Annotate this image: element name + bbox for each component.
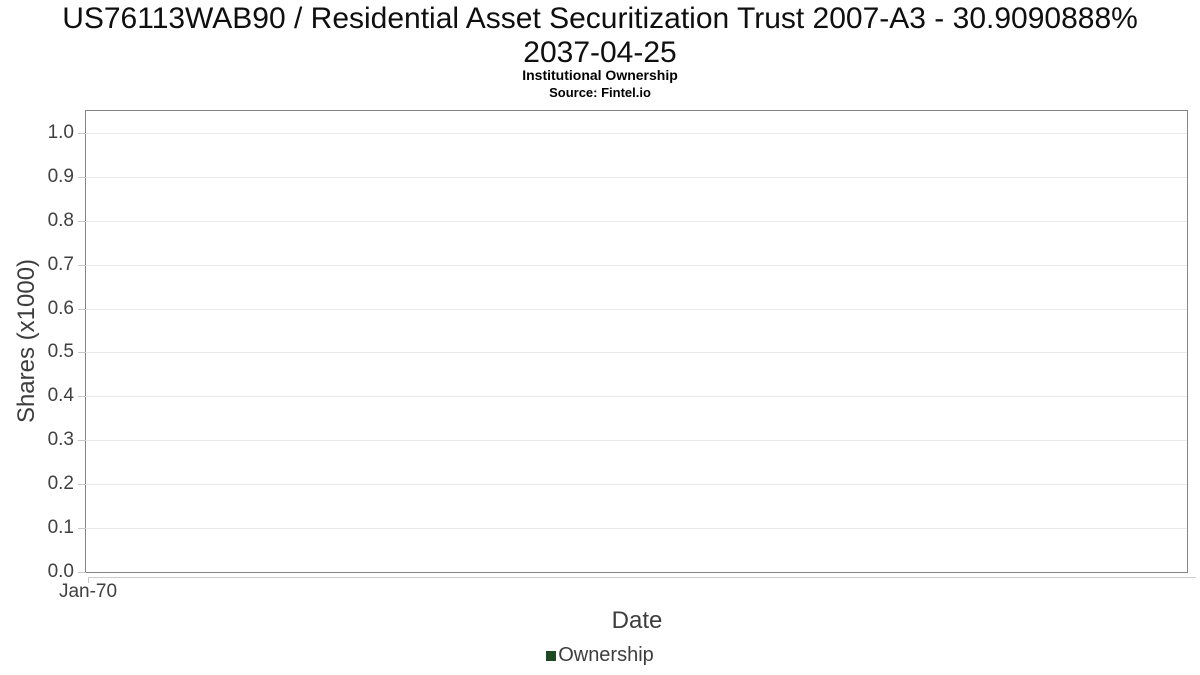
y-gridline: [86, 352, 1187, 354]
chart-title: US76113WAB90 / Residential Asset Securit…: [0, 2, 1200, 70]
y-gridline: [86, 220, 1187, 222]
plot-area: [85, 110, 1188, 573]
y-gridline: [86, 396, 1187, 398]
y-tick-mark: [78, 572, 86, 573]
y-tick-mark: [78, 308, 86, 310]
y-gridline: [86, 308, 1187, 310]
y-tick-label: 0.1: [47, 517, 74, 539]
y-tick-mark: [78, 528, 86, 530]
y-tick-mark: [78, 484, 86, 486]
y-tick-mark: [78, 264, 86, 266]
y-tick-label: 1.0: [47, 121, 74, 143]
y-tick-label: 0.3: [47, 429, 74, 451]
y-tick-label: 0.5: [47, 341, 74, 363]
y-tick-mark: [78, 132, 86, 134]
x-tick-mark: [88, 577, 89, 583]
legend: Ownership: [0, 644, 1200, 667]
legend-item-ownership[interactable]: Ownership: [546, 644, 654, 667]
y-tick-mark: [78, 440, 86, 442]
y-tick-label: 0.7: [47, 253, 74, 275]
y-tick-label: 0.2: [47, 473, 74, 495]
y-gridline: [86, 132, 1187, 134]
y-gridline: [86, 440, 1187, 442]
x-axis-line: [88, 577, 1196, 578]
y-gridline: [86, 264, 1187, 266]
chart-source-credit: Source: Fintel.io: [549, 85, 651, 100]
y-tick-label: 0.9: [47, 165, 74, 187]
chart-title-line1: US76113WAB90 / Residential Asset Securit…: [62, 2, 1138, 35]
x-axis-title: Date: [611, 607, 663, 634]
y-gridline: [86, 176, 1187, 178]
y-tick-mark: [78, 352, 86, 354]
y-tick-mark: [78, 220, 86, 222]
legend-marker: [546, 650, 557, 661]
x-tick-label: Jan-70: [58, 581, 118, 602]
chart-subtitle: Institutional Ownership: [522, 67, 678, 83]
y-tick-label: 0.6: [47, 297, 74, 319]
y-gridline: [86, 484, 1187, 486]
y-tick-mark: [78, 396, 86, 398]
legend-label: Ownership: [558, 644, 654, 666]
y-gridline: [86, 528, 1187, 530]
y-tick-label: 0.0: [47, 561, 74, 582]
y-tick-label: 0.8: [47, 209, 74, 231]
y-tick-mark: [78, 176, 86, 178]
chart-title-line2: 2037-04-25: [523, 36, 677, 69]
y-tick-label: 0.4: [47, 385, 74, 407]
